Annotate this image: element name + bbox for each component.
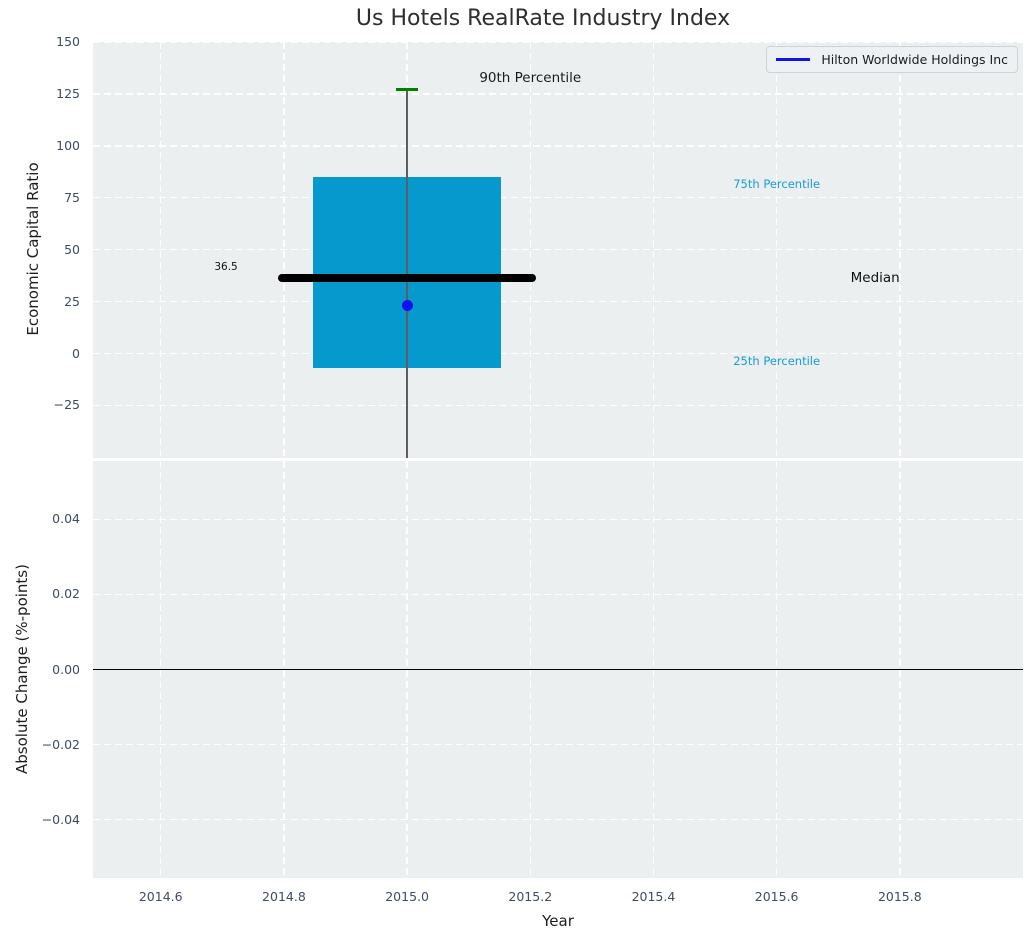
gridline-horizontal [93, 197, 1023, 199]
y-tick-label: −25 [53, 397, 80, 413]
y-tick-label: 150 [56, 34, 80, 49]
annotation-90th-percentile: 90th Percentile [479, 70, 582, 87]
x-tick-label: 2015.0 [385, 889, 429, 904]
chart-title: Us Hotels RealRate Industry Index [355, 6, 731, 31]
y-tick-label: −0.04 [41, 811, 80, 827]
x-tick-label: 2015.2 [508, 889, 553, 904]
legend-line-swatch [776, 58, 811, 61]
x-axis-label: Year [542, 912, 574, 930]
top-y-axis-label: Economic Capital Ratio [24, 162, 42, 336]
bottom-plot-area [93, 461, 1023, 878]
hilton-data-point [401, 300, 413, 312]
annotation-25th-percentile: 25th Percentile [733, 354, 821, 369]
boxplot-median-line [278, 273, 536, 282]
gridline-horizontal [93, 743, 1023, 746]
x-tick-label: 2014.8 [262, 889, 306, 904]
gridline-horizontal [93, 593, 1023, 596]
y-tick-label: 100 [56, 137, 80, 153]
y-tick-label: 0.04 [52, 511, 80, 527]
gridline-horizontal [93, 404, 1023, 407]
x-tick-label: 2015.4 [631, 889, 676, 904]
gridline-horizontal [93, 145, 1023, 147]
x-tick-label: 2015.6 [754, 889, 799, 904]
gridline-horizontal [93, 248, 1023, 251]
annotation-median: Median [850, 270, 900, 287]
annotation-75th-percentile: 75th Percentile [733, 177, 821, 192]
legend: Hilton Worldwide Holdings Inc [766, 46, 1018, 73]
x-tick-label: 2014.6 [138, 889, 183, 904]
median-value-label: 36.5 [214, 261, 238, 274]
y-tick-label: 0.02 [52, 586, 80, 602]
gridline-horizontal [93, 819, 1023, 821]
y-tick-label: 125 [56, 85, 80, 101]
top-plot-area: 90th Percentile 75th Percentile Median 2… [93, 41, 1023, 458]
y-tick-label: −0.02 [41, 736, 80, 752]
gridline-horizontal [93, 41, 1023, 43]
gridline-horizontal [93, 93, 1023, 95]
gridline-horizontal [93, 300, 1023, 303]
legend-label: Hilton Worldwide Holdings Inc [821, 52, 1008, 67]
boxplot-90th-percentile-cap [396, 88, 419, 92]
gridline-horizontal [93, 352, 1023, 355]
bottom-y-axis-label: Absolute Change (%-points) [13, 564, 31, 774]
y-tick-label: 25 [64, 293, 80, 309]
y-tick-label: 75 [64, 189, 80, 205]
y-tick-label: 0.00 [52, 661, 80, 677]
y-tick-label: 50 [64, 241, 80, 257]
zero-line [93, 668, 1023, 671]
x-tick-label: 2015.8 [877, 889, 922, 904]
y-tick-label: 0 [72, 345, 80, 361]
gridline-horizontal [93, 518, 1023, 520]
